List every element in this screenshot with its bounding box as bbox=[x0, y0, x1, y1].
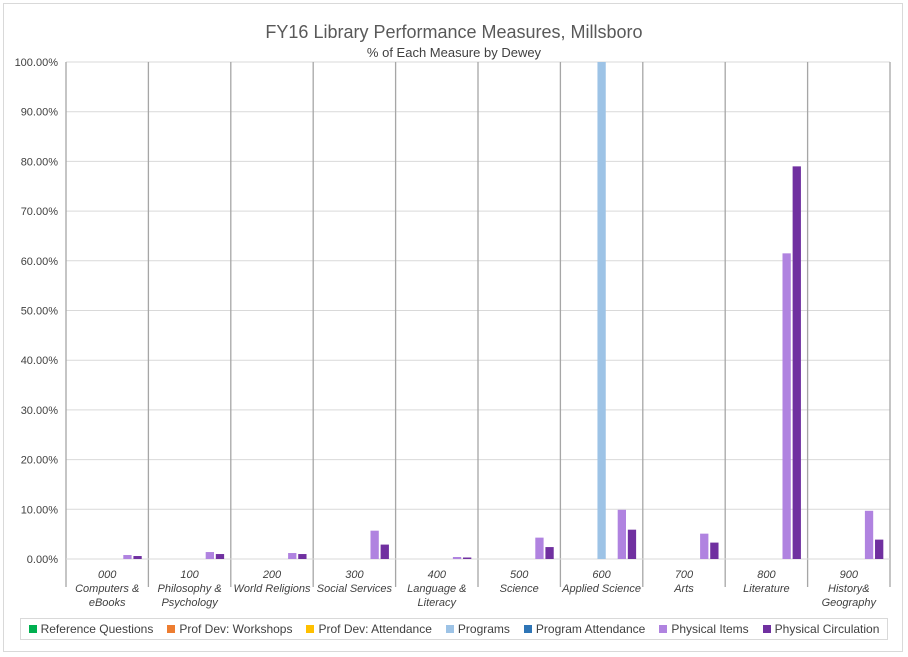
y-tick-label: 50.00% bbox=[21, 306, 59, 318]
category-label: 700 Arts bbox=[673, 569, 694, 595]
bar bbox=[452, 557, 462, 559]
legend-entry: Prof Dev: Attendance bbox=[306, 622, 432, 636]
legend-swatch bbox=[28, 625, 37, 633]
chart-subtitle: % of Each Measure by Dewey bbox=[366, 45, 542, 60]
bar bbox=[710, 542, 719, 559]
legend-label: Physical Items bbox=[671, 622, 749, 636]
category-label: 100 Philosophy & Psychology bbox=[157, 569, 221, 609]
y-tick-label: 70.00% bbox=[21, 206, 59, 218]
legend-label: Prof Dev: Attendance bbox=[318, 622, 432, 636]
legend-label: Program Attendance bbox=[535, 622, 646, 636]
bar bbox=[215, 554, 225, 559]
category-label: 600 Applied Science bbox=[561, 569, 641, 595]
legend-label: Physical Circulation bbox=[774, 622, 880, 636]
legend-label: Prof Dev: Workshops bbox=[179, 622, 293, 636]
legend-entry: Reference Questions bbox=[28, 622, 154, 636]
legend-entry: Programs bbox=[445, 622, 510, 636]
bar bbox=[123, 555, 132, 559]
bar bbox=[380, 544, 389, 559]
y-tick-label: 10.00% bbox=[21, 504, 59, 516]
legend-label: Programs bbox=[457, 622, 510, 636]
y-tick-label: 100.00% bbox=[15, 57, 59, 69]
bar bbox=[875, 539, 884, 559]
legend-swatch bbox=[445, 625, 454, 633]
bar bbox=[545, 547, 554, 559]
bar bbox=[205, 552, 214, 559]
bar bbox=[133, 556, 142, 559]
y-tick-label: 40.00% bbox=[21, 355, 59, 367]
bar bbox=[792, 166, 801, 559]
category-label: 800 Literature bbox=[743, 569, 789, 595]
bar bbox=[535, 537, 544, 559]
legend-entry: Program Attendance bbox=[523, 622, 646, 636]
bar bbox=[298, 554, 307, 559]
bar bbox=[617, 509, 626, 559]
legend: Reference Questions Prof Dev: Workshops Pr… bbox=[20, 618, 888, 640]
chart-title: FY16 Library Performance Measures, Mills… bbox=[265, 22, 643, 42]
bar bbox=[463, 557, 472, 559]
y-tick-label: 80.00% bbox=[21, 156, 59, 168]
chart-area bbox=[3, 3, 903, 652]
y-tick-label: 60.00% bbox=[21, 256, 59, 268]
category-label: 900 History& Geography bbox=[822, 569, 878, 609]
category-label: 200 World Religions bbox=[233, 569, 311, 595]
y-tick-label: 90.00% bbox=[21, 107, 59, 119]
category-label: 400 Language & Literacy bbox=[407, 569, 466, 609]
y-tick-label: 30.00% bbox=[21, 405, 59, 417]
category-label: 300 Social Services bbox=[317, 569, 393, 595]
legend-swatch bbox=[523, 625, 532, 633]
category-label: 000 Computers & eBooks bbox=[75, 569, 139, 609]
category-label: 500 Science bbox=[500, 569, 539, 595]
bar bbox=[782, 253, 791, 559]
legend-swatch bbox=[167, 625, 176, 633]
bar bbox=[627, 529, 637, 559]
bar bbox=[370, 530, 379, 559]
y-tick-label: 20.00% bbox=[21, 455, 59, 467]
bar bbox=[700, 533, 709, 559]
legend-entry: Physical Circulation bbox=[762, 622, 880, 636]
y-tick-label: 0.00% bbox=[27, 554, 58, 566]
bar bbox=[864, 510, 874, 559]
legend-swatch bbox=[762, 625, 771, 633]
legend-swatch bbox=[306, 625, 315, 633]
bar bbox=[288, 553, 297, 559]
legend-swatch bbox=[659, 625, 668, 633]
legend-entry: Prof Dev: Workshops bbox=[167, 622, 292, 636]
bar bbox=[597, 62, 606, 559]
legend-label: Reference Questions bbox=[40, 622, 154, 636]
legend-entry: Physical Items bbox=[659, 622, 749, 636]
